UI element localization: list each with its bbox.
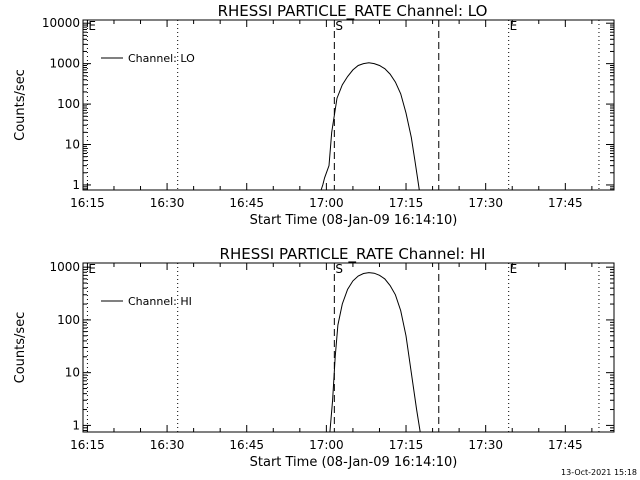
marker-label: E <box>88 262 96 276</box>
y-tick-label: 1000 <box>49 260 80 274</box>
marker-label: S <box>335 262 343 276</box>
marker-label: S <box>335 19 343 33</box>
y-tick-label: 10000 <box>42 16 80 30</box>
x-tick-label: 16:15 <box>70 196 105 210</box>
x-tick-label: 17:30 <box>468 196 503 210</box>
marker-label: E <box>88 19 96 33</box>
marker-label: E <box>510 19 518 33</box>
x-tick-label: 16:30 <box>150 438 185 452</box>
legend-entry: Channel: LO <box>128 52 195 65</box>
y-axis-label: Counts/sec <box>13 69 28 141</box>
y-axis-label: Counts/sec <box>13 312 28 384</box>
x-tick-label: 16:15 <box>70 438 105 452</box>
chart-title: RHESSI PARTICLE_RATE Channel: HI <box>220 245 486 264</box>
x-tick-label: 17:45 <box>548 438 583 452</box>
x-tick-label: 17:45 <box>548 196 583 210</box>
x-tick-label: 17:00 <box>309 196 344 210</box>
x-tick-label: 17:30 <box>468 438 503 452</box>
y-tick-label: 100 <box>57 97 80 111</box>
x-axis-label: Start Time (08-Jan-09 16:14:10) <box>250 213 458 228</box>
series-line-0 <box>329 272 421 433</box>
x-tick-label: 17:00 <box>309 438 344 452</box>
y-tick-label: 1 <box>72 178 80 192</box>
y-tick-label: 10 <box>65 366 80 380</box>
y-tick-label: 1 <box>72 418 80 432</box>
legend-entry: Channel: HI <box>128 295 192 308</box>
x-tick-label: 17:15 <box>389 196 424 210</box>
y-tick-label: 100 <box>57 313 80 327</box>
plot-frame <box>82 19 615 191</box>
footer-timestamp: 13-Oct-2021 15:18 <box>561 468 637 477</box>
x-tick-label: 16:45 <box>229 438 264 452</box>
x-axis-label: Start Time (08-Jan-09 16:14:10) <box>250 455 458 470</box>
x-tick-label: 17:15 <box>389 438 424 452</box>
x-tick-label: 16:45 <box>229 196 264 210</box>
marker-label: E <box>510 262 518 276</box>
x-tick-label: 16:30 <box>150 196 185 210</box>
y-tick-label: 1000 <box>49 57 80 71</box>
chart-title: RHESSI PARTICLE_RATE Channel: LO <box>218 2 488 21</box>
y-tick-label: 10 <box>65 138 80 152</box>
series-line-0 <box>320 62 420 191</box>
